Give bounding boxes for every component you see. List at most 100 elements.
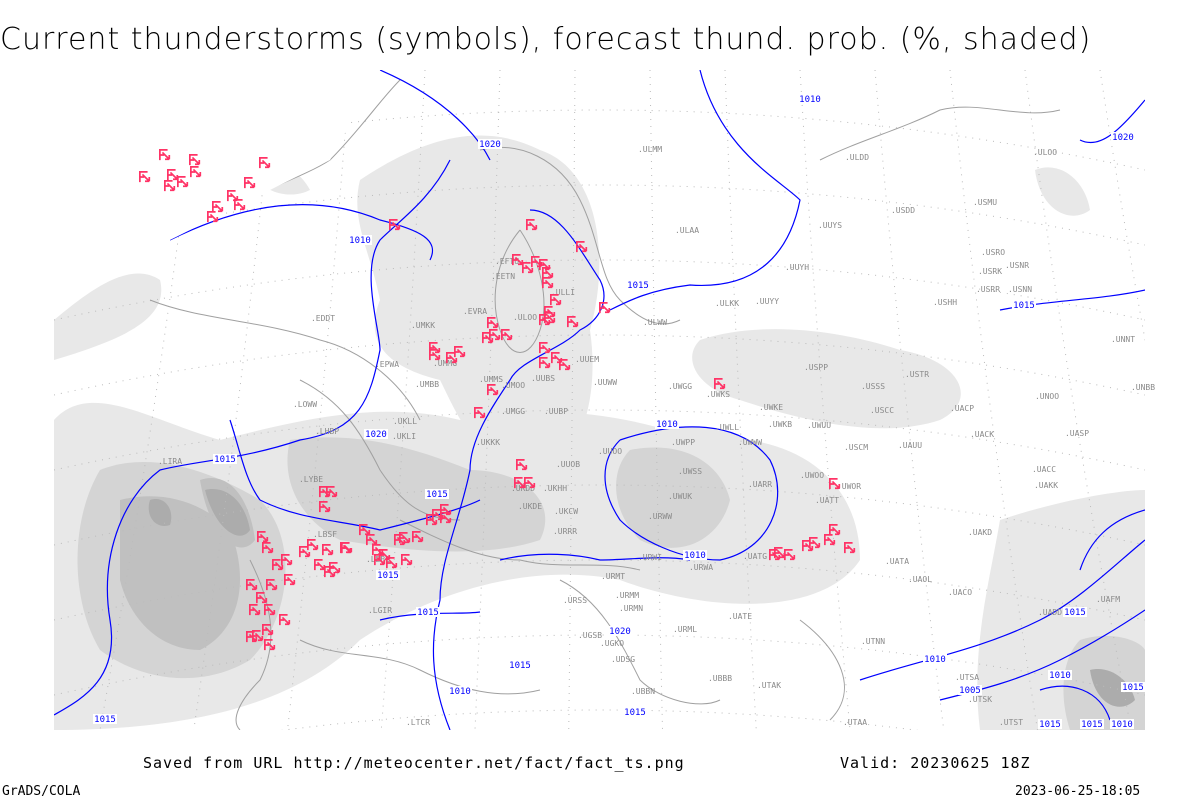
station-label: .UWSS	[678, 467, 702, 476]
station-label: .UACK	[970, 430, 994, 439]
station-label: .LIRA	[158, 457, 182, 466]
station-label: .URWW	[648, 512, 672, 521]
isobar-label: 1010	[1049, 671, 1071, 681]
isobar-label: 1010	[449, 687, 471, 697]
isobar-label-bg	[1038, 719, 1062, 729]
station-label: .EDDT	[311, 314, 335, 323]
station-label: .URML	[673, 625, 697, 634]
station-label: .UNBB	[1131, 383, 1155, 392]
station-label: .UWPP	[671, 438, 695, 447]
station-label: .UATA	[885, 557, 909, 566]
station-label: .UTNN	[861, 637, 885, 646]
station-label: .UATT	[815, 496, 839, 505]
isobar-label: 1010	[924, 655, 946, 665]
isobar-label: 1015	[627, 281, 649, 291]
isobar-label-bg	[364, 429, 388, 439]
station-label: .USTR	[905, 370, 929, 379]
chart-title: Current thunderstorms (symbols), forecas…	[0, 22, 1092, 57]
isobar-label-bg	[508, 660, 532, 670]
isobar-label-bg	[1110, 719, 1134, 729]
station-label: .UWOO	[800, 471, 824, 480]
station-label: .UMKK	[411, 321, 435, 330]
station-label: .UGSB	[578, 631, 602, 640]
thunderstorm-icon	[189, 154, 201, 166]
thunderstorm-icon	[167, 169, 179, 181]
station-label: .UKDD	[511, 484, 535, 493]
station-label: .UMMG	[433, 359, 457, 368]
station-label: .UWUU	[807, 421, 831, 430]
valid-time: Valid: 20230625 18Z	[840, 754, 1031, 772]
station-label: .URMN	[619, 604, 643, 613]
station-label: .UATE	[728, 612, 752, 621]
station-label: .UWUK	[668, 492, 692, 501]
isobar-label-bg	[608, 626, 632, 636]
station-label: .USMU	[973, 198, 997, 207]
station-label: .EPWA	[375, 360, 399, 369]
isobar-label: 1015	[94, 715, 116, 725]
isobar-label: 1010	[684, 551, 706, 561]
station-label: .LHBP	[315, 427, 339, 436]
parallel-line	[54, 184, 1145, 246]
isobar-label: 1015	[1081, 720, 1103, 730]
isobar-label: 1015	[377, 571, 399, 581]
isobar-label-bg	[93, 714, 117, 724]
station-label: .USDD	[891, 206, 915, 215]
coastline	[479, 146, 681, 325]
station-label: .UUYY	[755, 297, 779, 306]
station-label: .URSS	[563, 596, 587, 605]
station-label: .UUWW	[593, 378, 617, 387]
isobar-label-bg	[655, 419, 679, 429]
parallel-line	[54, 109, 1145, 171]
station-label: .UBBN	[631, 687, 655, 696]
isobar-label: 1020	[609, 627, 631, 637]
thunderstorm-icon	[207, 211, 219, 223]
station-label: .ULOO	[1033, 148, 1057, 157]
station-label: .UACO	[948, 588, 972, 597]
station-label: .UUYS	[818, 221, 842, 230]
station-label: .UTSK	[968, 695, 992, 704]
coastline	[235, 559, 272, 730]
station-label: .URMT	[601, 572, 625, 581]
coastline	[799, 619, 845, 721]
isobar-line	[229, 419, 261, 501]
station-label: .URWI	[638, 553, 662, 562]
probability-area	[1035, 167, 1090, 216]
isobar-label-bg	[1111, 132, 1135, 142]
isobar-label-bg	[376, 570, 400, 580]
isobar-label: 1010	[349, 236, 371, 246]
isobar-label-bg	[798, 94, 822, 104]
meridian-line	[1175, 70, 1200, 730]
station-label: .EETN	[491, 272, 515, 281]
isobar-label: 1010	[799, 95, 821, 105]
isobar-line	[54, 159, 451, 716]
station-label: .ULLI	[551, 288, 575, 297]
isobar-label-bg	[348, 235, 372, 245]
isobar-label: 1015	[1013, 301, 1035, 311]
meridian-line	[474, 70, 501, 730]
station-label: .LTCR	[406, 718, 430, 727]
station-label: .USRR	[976, 285, 1000, 294]
generated-timestamp: 2023-06-25-18:05	[1015, 784, 1141, 799]
station-label: .UAKD	[968, 528, 992, 537]
isobar-label-bg	[1080, 719, 1104, 729]
isobar-label: 1015	[214, 455, 236, 465]
station-label: .UUOO	[598, 447, 622, 456]
isobar-label: 1020	[365, 430, 387, 440]
station-label: .UACP	[950, 404, 974, 413]
station-label: .UDSG	[611, 655, 635, 664]
station-label: .ULWW	[643, 318, 667, 327]
station-label: .URWA	[689, 563, 713, 572]
probability-area	[120, 496, 240, 650]
coastline	[494, 229, 545, 353]
meridian-line	[724, 70, 757, 730]
station-label: .USNN	[1008, 285, 1032, 294]
station-label: .UMMS	[479, 375, 503, 384]
coastline	[299, 639, 541, 695]
station-label: .UWKB	[768, 420, 792, 429]
isobar-label-bg	[425, 489, 449, 499]
probability-area	[287, 437, 546, 552]
isobar-label: 1015	[426, 490, 448, 500]
isobar-line	[259, 499, 481, 531]
station-label: .UKKK	[476, 438, 500, 447]
coastline	[819, 106, 1061, 161]
